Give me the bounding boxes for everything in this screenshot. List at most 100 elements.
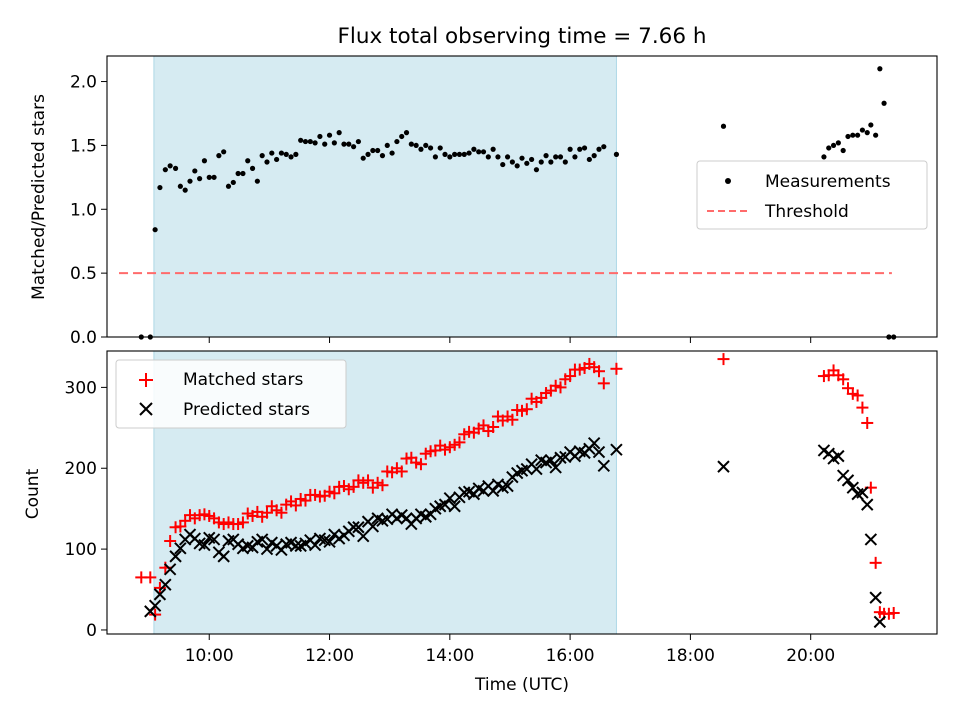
predicted-star-point [217,550,230,563]
matched-star-point [554,381,567,394]
measurement-point [379,153,386,159]
matched-star-point [275,506,288,519]
measurement-point [346,141,352,147]
measurement-point [538,159,544,165]
measurement-point [274,156,280,163]
predicted-star-point [458,486,471,499]
measurement-point [394,138,400,145]
measurement-point [336,130,342,136]
measurement-point [230,179,236,186]
measurement-point [192,168,198,174]
measurement-point [341,141,347,147]
measurement-point [596,146,602,152]
measurement-point [613,151,620,157]
measurement-point [548,159,554,165]
matched-star-point [347,480,360,493]
matched-star-point [837,373,850,386]
measurement-point [572,154,578,160]
bottom-y-ticks: 0 100 200 300 [65,378,107,641]
matched-star-point [149,608,162,621]
y-tick-label: 0.0 [70,328,97,348]
predicted-star-point [610,443,623,456]
predicted-star-point [438,498,452,511]
measurement-point [322,141,328,147]
legend-predicted-label: Predicted stars [183,400,310,420]
measurement-point [524,160,530,166]
predicted-star-point [174,542,187,555]
measurement-point [293,151,299,157]
measurement-point [370,147,376,154]
predicted-star-point [841,474,855,487]
measurement-point [389,150,395,156]
top-legend-box [696,160,928,230]
measurement-point [533,167,540,173]
legend-matched-marker [139,373,153,387]
matched-star-point [164,535,177,548]
measurement-point [864,130,870,136]
measurement-point [216,153,222,159]
measurement-point [278,150,285,156]
measurement-point [245,158,251,164]
y-tick-label: 300 [65,378,97,398]
measurement-point [427,145,434,151]
matched-star-point [414,458,427,471]
measurement-point [240,170,246,177]
predicted-star-point [864,533,878,546]
measurement-point [413,142,419,149]
measurement-point [197,176,203,182]
predicted-star-point [443,491,457,505]
matched-star-point [564,370,577,383]
measurement-point [466,150,472,156]
measurement-point [298,137,304,143]
matched-star-point [289,499,302,512]
measurement-point [235,170,241,177]
matched-star-point [487,421,500,434]
measurement-point [543,153,549,159]
matched-star-point [869,556,882,569]
measurement-point [519,155,525,161]
predicted-star-point [163,563,177,576]
top-panel: 0.00.51.01.52.0 Matched/Predicted stars … [29,55,938,348]
predicted-star-point [153,588,167,601]
predicted-star-point [873,615,887,629]
measurement-point [225,183,232,189]
predicted-star-point [861,498,874,511]
measurement-point [601,144,607,150]
measurement-point [826,145,832,151]
x-axis-label: Time (UTC) [474,675,569,695]
measurement-point [557,154,564,160]
measurement-point [355,138,362,145]
predicted-star-point [323,535,336,549]
measurement-point [845,133,851,140]
predicted-star-point [207,533,221,546]
bottom-points-layer [135,353,900,629]
measurement-point [162,167,168,173]
measurement-point [365,151,371,157]
matched-star-point [376,479,389,492]
y-tick-label: 0.5 [70,264,97,284]
measurement-point [418,146,424,152]
measurement-point [360,155,366,161]
measurement-point [581,145,588,151]
measurement-point [881,100,887,106]
matched-star-point [610,362,623,375]
y-tick-label: 2.0 [70,73,97,93]
measurement-point [326,132,333,138]
measurement-point [855,132,861,138]
measurement-point [720,123,727,129]
measurement-point [562,159,568,165]
matched-star-point [328,487,341,500]
predicted-star-point [530,462,543,476]
measurement-point [868,122,874,128]
predicted-star-point [832,449,845,463]
measurement-point [835,140,841,146]
measurement-point [577,146,583,152]
matched-star-point [520,403,533,416]
predicted-star-point [366,520,380,533]
x-tick-label: 14:00 [425,646,474,666]
bottom-panel: 0 100 200 300 10:00 12:00 14:00 16:00 18:00 20:0… [23,350,938,695]
matched-star-point [144,571,157,584]
predicted-star-point [846,481,860,494]
predicted-star-point [549,461,562,474]
predicted-star-point [159,578,172,591]
